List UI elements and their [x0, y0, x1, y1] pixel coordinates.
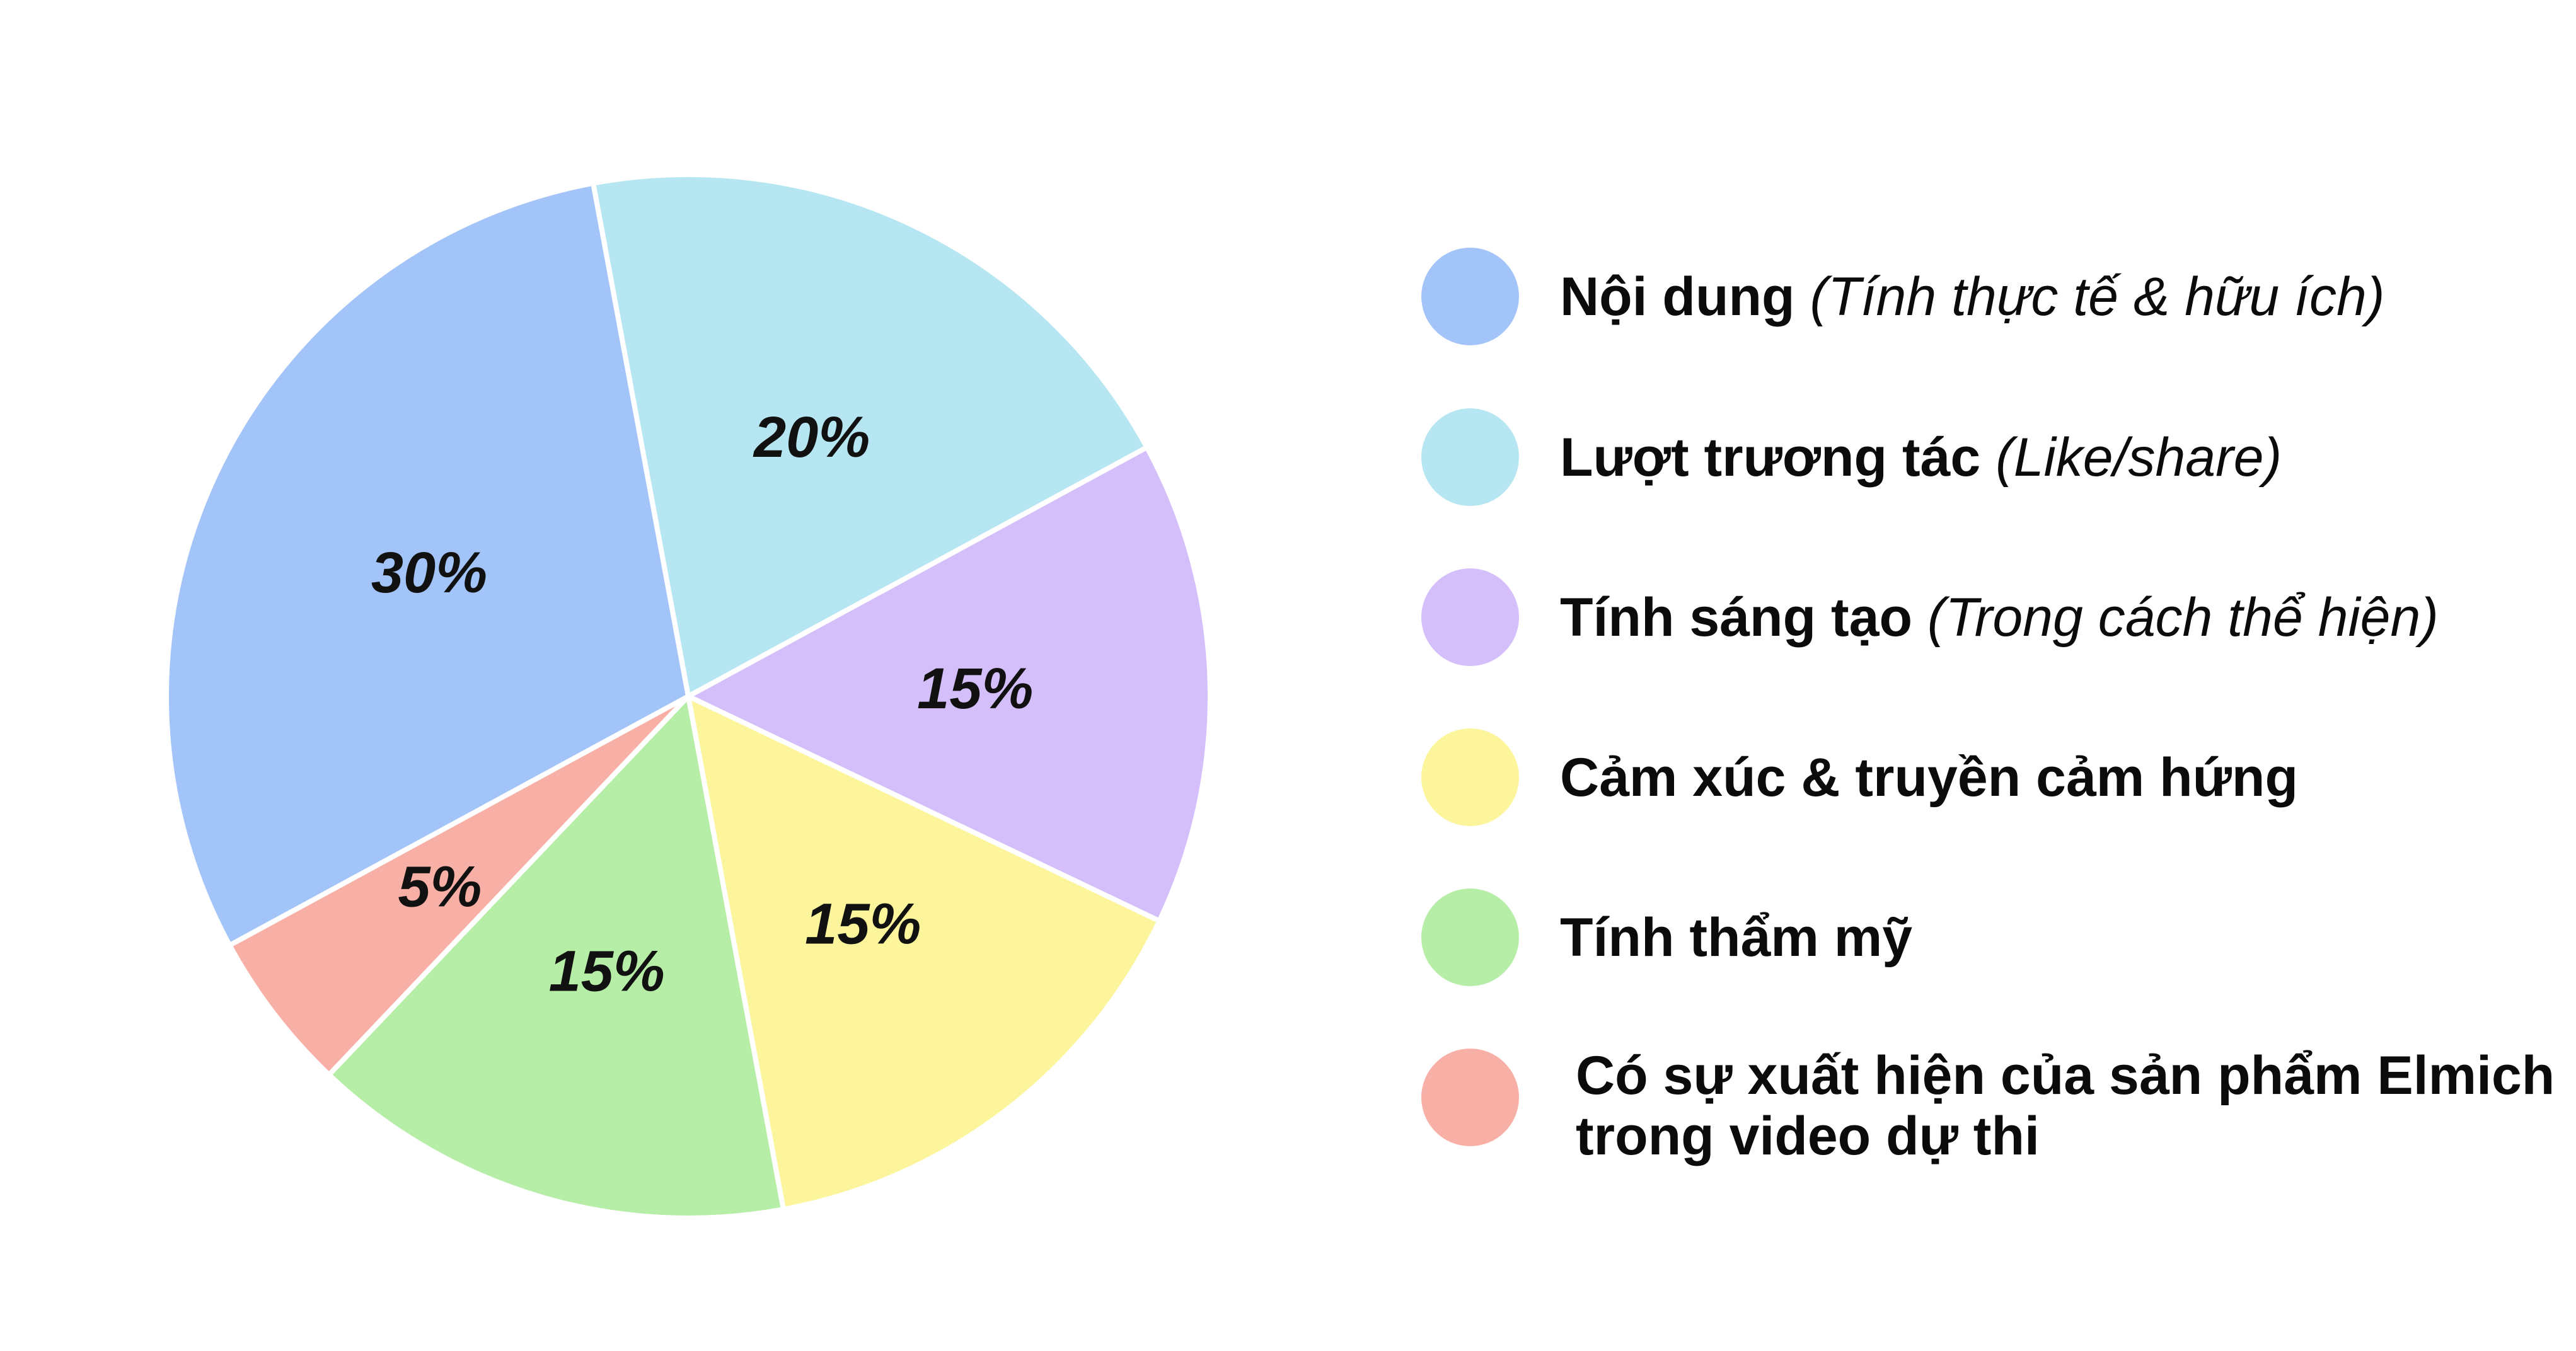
legend-label-cam-xuc: Cảm xúc & truyền cảm hứng: [1560, 747, 2298, 808]
legend-label-main: Tính sáng tạo: [1560, 587, 1912, 648]
legend-swatch-san-pham-elmich: [1421, 1049, 1519, 1146]
slice-value-label: 20%: [753, 405, 870, 469]
legend-swatch-tinh-tham-my: [1421, 888, 1519, 986]
legend-label-main: Tính thẩm mỹ: [1560, 907, 1913, 968]
slice-value-label: 30%: [371, 541, 487, 605]
legend-label-tinh-tham-my: Tính thẩm mỹ: [1560, 907, 1912, 968]
legend-label-main: Nội dung: [1560, 267, 1795, 327]
legend-label-luot-truong-tac: Lượt trương tác (Like/share): [1560, 427, 2282, 488]
legend-swatch-noi-dung: [1421, 248, 1519, 345]
legend-item-luot-truong-tac: Lượt trương tác (Like/share): [1421, 408, 2568, 509]
legend-label-note: (Like/share): [1996, 427, 2282, 488]
legend-label-tinh-sang-tao: Tính sáng tạo (Trong cách thể hiện): [1560, 587, 2439, 648]
legend-item-cam-xuc: Cảm xúc & truyền cảm hứng: [1421, 728, 2568, 829]
legend-label-main: Lượt trương tác: [1560, 427, 1981, 488]
pie-slice: [164, 180, 691, 948]
pie-slice: [326, 694, 786, 1221]
slice-value-label: 15%: [549, 940, 665, 1004]
legend-item-san-pham-elmich: Có sự xuất hiện của sản phẩm Elmich tron…: [1421, 1045, 2568, 1193]
slice-value-label: 15%: [917, 657, 1033, 721]
pie-slices: [164, 172, 1213, 1221]
legend-swatch-luot-truong-tac: [1421, 408, 1519, 506]
pie-value-labels: 20% 15% 15% 15% 5% 30%: [371, 405, 1033, 1004]
legend-label-noi-dung: Nội dung (Tính thực tế & hữu ích): [1560, 267, 2385, 327]
slice-value-label: 15%: [805, 892, 921, 956]
legend-item-tinh-tham-my: Tính thẩm mỹ: [1421, 888, 2568, 989]
slice-value-label: 5%: [398, 854, 482, 919]
pie-slice: [591, 172, 1150, 699]
pie-slice: [686, 444, 1213, 924]
legend-swatch-cam-xuc: [1421, 728, 1519, 826]
legend-label-note: (Tính thực tế & hữu ích): [1810, 267, 2385, 327]
legend-label-main: Cảm xúc & truyền cảm hứng: [1560, 747, 2298, 808]
pie-slice: [686, 694, 1162, 1212]
legend-item-tinh-sang-tao: Tính sáng tạo (Trong cách thể hiện): [1421, 568, 2568, 669]
legend-label-note: (Trong cách thể hiện): [1927, 587, 2439, 648]
legend: Nội dung (Tính thực tế & hữu ích) Lượt t…: [1421, 0, 2568, 1351]
legend-label-san-pham-elmich: Có sự xuất hiện của sản phẩm Elmich tron…: [1576, 1045, 2555, 1166]
pie-slice: [227, 694, 691, 1078]
legend-item-noi-dung: Nội dung (Tính thực tế & hữu ích): [1421, 248, 2568, 348]
legend-swatch-tinh-sang-tao: [1421, 568, 1519, 666]
